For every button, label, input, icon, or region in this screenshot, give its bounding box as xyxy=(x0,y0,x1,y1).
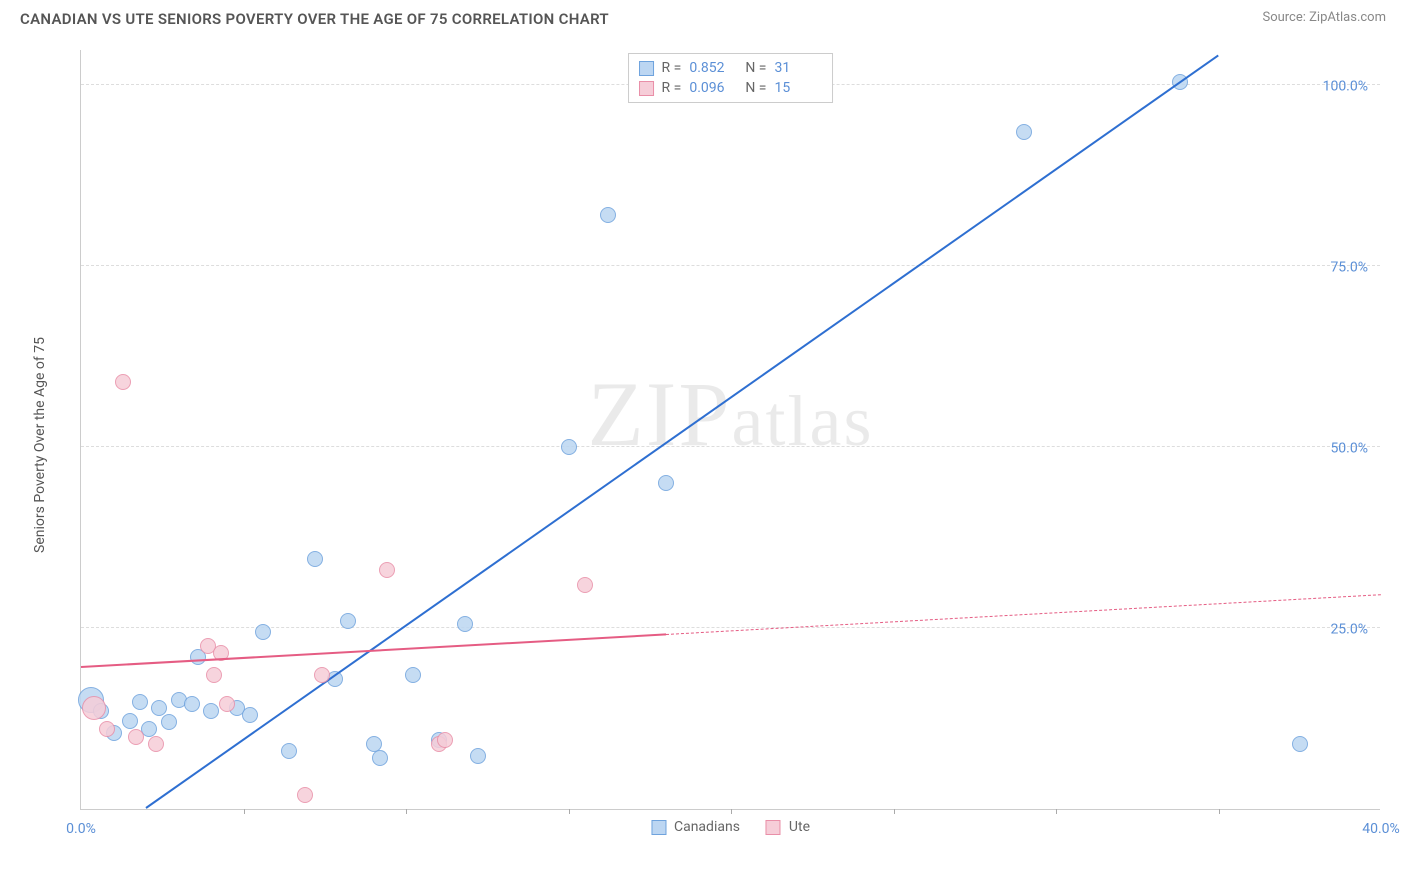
source-prefix: Source: xyxy=(1262,10,1309,25)
legend-series: Canadians Ute xyxy=(651,819,810,835)
data-point xyxy=(437,732,453,748)
x-tick xyxy=(894,809,895,814)
stat-r-value: 0.096 xyxy=(689,80,737,96)
x-tick-label: 40.0% xyxy=(1362,821,1400,837)
data-point xyxy=(122,713,138,729)
x-tick xyxy=(244,809,245,814)
legend-swatch xyxy=(766,820,781,835)
chart-area: Seniors Poverty Over the Age of 75 ZIPat… xyxy=(50,50,1380,840)
data-point xyxy=(470,748,486,764)
data-point xyxy=(99,721,115,737)
data-point xyxy=(372,750,388,766)
trend-line xyxy=(666,594,1381,635)
data-point xyxy=(203,703,219,719)
stat-n-label: N = xyxy=(745,60,766,76)
data-point xyxy=(405,667,421,683)
data-point xyxy=(457,616,473,632)
data-point xyxy=(658,475,674,491)
data-point xyxy=(1292,736,1308,752)
data-point xyxy=(314,667,330,683)
gridline-h xyxy=(81,446,1380,447)
legend-swatch xyxy=(651,820,666,835)
stat-r-label: R = xyxy=(662,80,682,96)
stat-n-value: 15 xyxy=(774,80,822,96)
stat-r-label: R = xyxy=(662,60,682,76)
stat-n-label: N = xyxy=(745,80,766,96)
x-tick xyxy=(731,809,732,814)
x-tick xyxy=(1056,809,1057,814)
chart-title: CANADIAN VS UTE SENIORS POVERTY OVER THE… xyxy=(20,10,609,28)
y-tick-label: 75.0% xyxy=(1330,260,1368,276)
data-point xyxy=(281,743,297,759)
legend-item: Canadians xyxy=(651,819,740,835)
data-point xyxy=(82,696,106,720)
y-tick-label: 25.0% xyxy=(1330,622,1368,638)
data-point xyxy=(206,667,222,683)
legend-stats-row: R = 0.852 N = 31 xyxy=(639,58,823,78)
x-tick xyxy=(1219,809,1220,814)
data-point xyxy=(132,694,148,710)
plot-region: ZIPatlas 25.0%50.0%75.0%100.0%0.0%40.0%R… xyxy=(80,50,1380,810)
header: CANADIAN VS UTE SENIORS POVERTY OVER THE… xyxy=(0,0,1406,34)
source-link[interactable]: ZipAtlas.com xyxy=(1309,10,1386,25)
data-point xyxy=(184,696,200,712)
stat-n-value: 31 xyxy=(774,60,822,76)
legend-swatch xyxy=(639,81,654,96)
legend-swatch xyxy=(639,61,654,76)
data-point xyxy=(577,577,593,593)
watermark: ZIPatlas xyxy=(588,361,874,467)
data-point xyxy=(219,696,235,712)
x-tick xyxy=(406,809,407,814)
data-point xyxy=(307,551,323,567)
data-point xyxy=(255,624,271,640)
stat-r-value: 0.852 xyxy=(689,60,737,76)
x-tick-label: 0.0% xyxy=(66,821,96,837)
legend-label: Canadians xyxy=(674,819,740,835)
y-axis-label: Seniors Poverty Over the Age of 75 xyxy=(32,337,48,553)
gridline-h xyxy=(81,265,1380,266)
source-attribution: Source: ZipAtlas.com xyxy=(1262,10,1386,25)
legend-label: Ute xyxy=(789,819,810,835)
x-tick xyxy=(569,809,570,814)
trend-line xyxy=(81,633,666,668)
trend-line xyxy=(145,54,1219,808)
data-point xyxy=(1016,124,1032,140)
data-point xyxy=(340,613,356,629)
y-tick-label: 100.0% xyxy=(1323,79,1368,95)
gridline-h xyxy=(81,627,1380,628)
data-point xyxy=(161,714,177,730)
data-point xyxy=(115,374,131,390)
data-point xyxy=(561,439,577,455)
data-point xyxy=(148,736,164,752)
y-tick-label: 50.0% xyxy=(1330,441,1368,457)
legend-stats: R = 0.852 N = 31 R = 0.096 N = 15 xyxy=(628,53,834,103)
legend-item: Ute xyxy=(766,819,810,835)
data-point xyxy=(151,700,167,716)
data-point xyxy=(379,562,395,578)
data-point xyxy=(128,729,144,745)
legend-stats-row: R = 0.096 N = 15 xyxy=(639,78,823,98)
data-point xyxy=(297,787,313,803)
data-point xyxy=(242,707,258,723)
data-point xyxy=(600,207,616,223)
